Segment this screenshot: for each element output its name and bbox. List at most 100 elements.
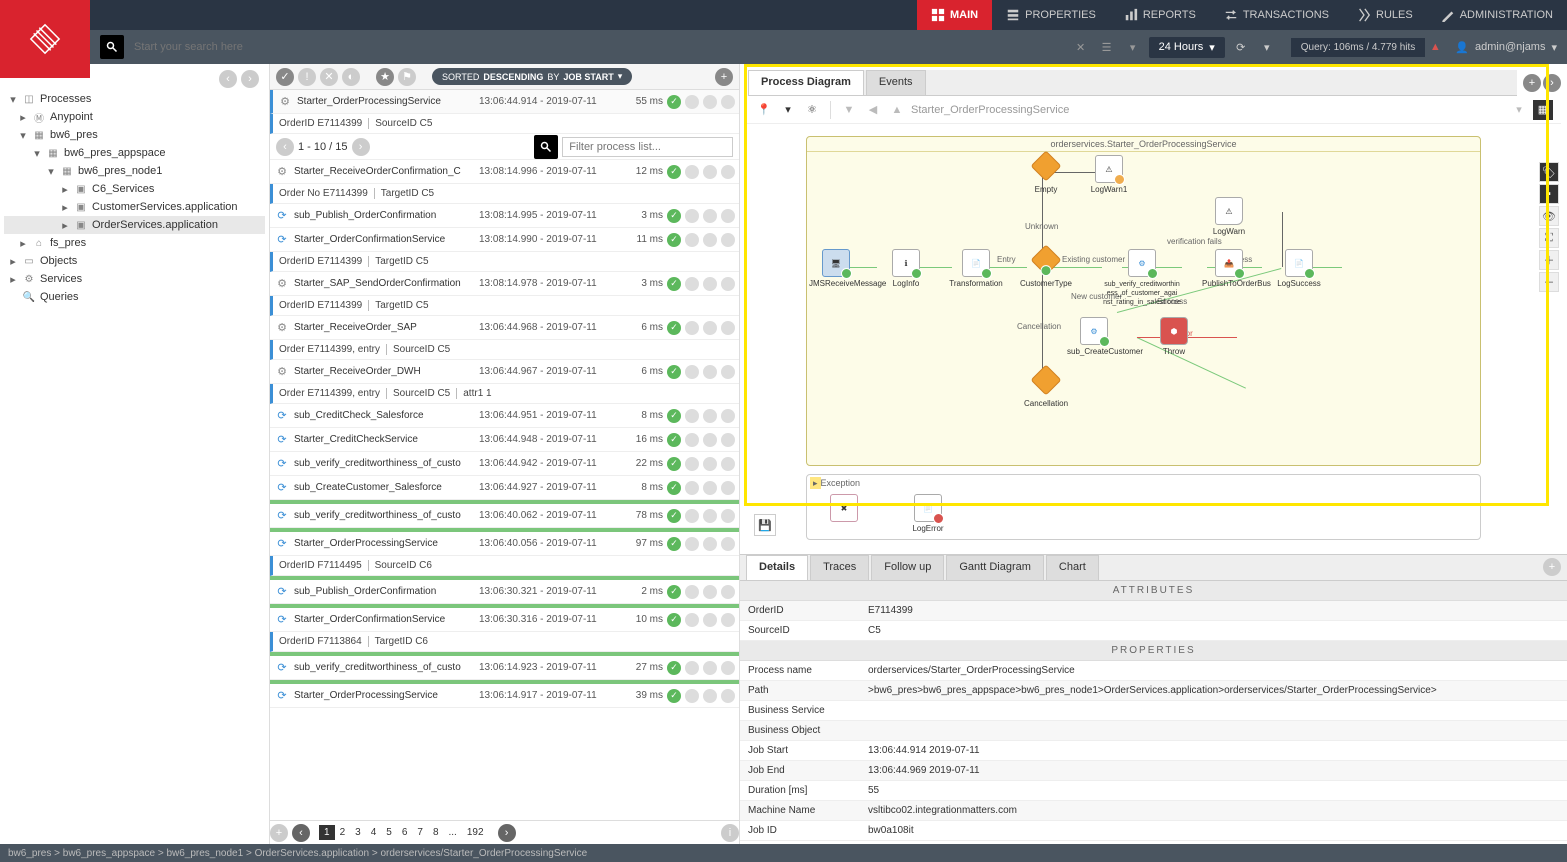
tab-details[interactable]: Details: [746, 555, 808, 580]
node-trans[interactable]: 📄Transformation: [949, 249, 1003, 288]
tag-icon[interactable]: 🏷: [1539, 162, 1559, 182]
share-icon[interactable]: ⚛: [802, 100, 822, 120]
page-num[interactable]: 2: [335, 825, 351, 840]
process-row[interactable]: ⟳sub_CreditCheck_Salesforce13:06:44.951 …: [270, 404, 739, 428]
node-cancel[interactable]: Cancellation: [1019, 369, 1073, 408]
page-first-icon[interactable]: +: [270, 824, 288, 842]
page-num[interactable]: 1: [319, 825, 335, 840]
page-next-icon[interactable]: ›: [352, 138, 370, 156]
info-icon[interactable]: ◐: [342, 68, 360, 86]
page-num[interactable]: 8: [428, 825, 444, 840]
nav-down-icon[interactable]: ▼: [839, 100, 859, 120]
search-icon[interactable]: [100, 35, 124, 59]
tab-chart[interactable]: Chart: [1046, 555, 1099, 580]
node-ctype[interactable]: CustomerType: [1019, 249, 1073, 288]
toggle-icon[interactable]: ▸: [60, 183, 70, 196]
refresh-icon[interactable]: ⟳: [1231, 37, 1251, 57]
err-icon[interactable]: ✕: [320, 68, 338, 86]
node-logerr[interactable]: 📄LogError: [901, 494, 955, 533]
toggle-icon[interactable]: ▸: [8, 255, 18, 268]
toggle-icon[interactable]: ▸: [60, 219, 70, 232]
refresh-menu-icon[interactable]: ▾: [1257, 37, 1277, 57]
page-prev-icon[interactable]: ‹: [276, 138, 294, 156]
calendar-icon[interactable]: ▦: [1533, 100, 1553, 120]
process-row[interactable]: ⟳sub_verify_creditworthiness_of_custo13:…: [270, 656, 739, 680]
binoculars-icon[interactable]: 👁: [1539, 206, 1559, 226]
process-row[interactable]: ⟳sub_verify_creditworthiness_of_custo13:…: [270, 452, 739, 476]
nav-left-icon[interactable]: ◀: [863, 100, 883, 120]
toggle-icon[interactable]: ▸: [8, 273, 18, 286]
page-num[interactable]: 4: [366, 825, 382, 840]
toggle-icon[interactable]: ▾: [18, 129, 28, 142]
node-sv[interactable]: ⚙sub_verify_creditworthin ess_of_custome…: [1102, 249, 1182, 306]
tree-queries[interactable]: 🔍Queries: [4, 288, 265, 306]
diagram-area[interactable]: 🏷 ▪ 👁 ⛶ ＋ － orderservices.Starter_OrderP…: [746, 130, 1561, 544]
toggle-icon[interactable]: ▾: [46, 165, 56, 178]
zoom-out-icon[interactable]: －: [1539, 272, 1559, 292]
nav-admin[interactable]: ADMINISTRATION: [1427, 0, 1567, 30]
toggle-icon[interactable]: ▾: [8, 93, 18, 106]
tab-gantt[interactable]: Gantt Diagram: [946, 555, 1044, 580]
list-icon[interactable]: ☰: [1097, 37, 1117, 57]
check-icon[interactable]: ✓: [276, 68, 294, 86]
nav-main[interactable]: MAIN: [917, 0, 992, 30]
process-row[interactable]: ⚙Starter_ReceiveOrder_SAP13:06:44.968 - …: [270, 316, 739, 340]
page-num[interactable]: 3: [350, 825, 366, 840]
process-row[interactable]: ⟳Starter_OrderConfirmationService13:06:3…: [270, 608, 739, 632]
page-num[interactable]: 5: [381, 825, 397, 840]
add-icon[interactable]: +: [1523, 74, 1541, 92]
toggle-icon[interactable]: ▸: [60, 201, 70, 214]
tree-fwd-icon[interactable]: ›: [241, 70, 259, 88]
process-row[interactable]: ⟳sub_verify_creditworthiness_of_custo13:…: [270, 504, 739, 528]
process-row[interactable]: ⟳Starter_CreditCheckService13:06:44.948 …: [270, 428, 739, 452]
tab-process-diagram[interactable]: Process Diagram: [748, 70, 864, 95]
clear-search-icon[interactable]: ✕: [1071, 37, 1091, 57]
tree-c6[interactable]: ▸▣C6_Services: [4, 180, 265, 198]
process-row[interactable]: ⚙Starter_OrderProcessingService13:06:44.…: [270, 90, 739, 114]
chevron-down-icon[interactable]: ▾: [1509, 100, 1529, 120]
alert-icon[interactable]: ▲: [1425, 37, 1445, 57]
nav-reports[interactable]: REPORTS: [1110, 0, 1210, 30]
filter-input[interactable]: [562, 137, 733, 157]
tab-followup[interactable]: Follow up: [871, 555, 944, 580]
toggle-icon[interactable]: ▾: [32, 147, 42, 160]
node-scc[interactable]: ⚙sub_CreateCustomer: [1067, 317, 1121, 356]
expand-icon[interactable]: ⛶: [1539, 228, 1559, 248]
process-row[interactable]: ⚙Starter_ReceiveOrder_DWH13:06:44.967 - …: [270, 360, 739, 384]
tree-processes[interactable]: ▾◫Processes: [4, 90, 265, 108]
tree-bw6[interactable]: ▾▦bw6_pres: [4, 126, 265, 144]
node-throw[interactable]: ⬢Throw: [1147, 317, 1201, 356]
process-row[interactable]: ⚙Starter_SAP_SendOrderConfirmation13:08:…: [270, 272, 739, 296]
page-num[interactable]: 192: [462, 825, 489, 840]
page-num[interactable]: 6: [397, 825, 413, 840]
pin-icon[interactable]: 📍: [754, 100, 774, 120]
toggle-icon[interactable]: ▸: [18, 111, 28, 124]
process-row[interactable]: ⟳Starter_OrderProcessingService13:06:40.…: [270, 532, 739, 556]
process-row[interactable]: ⟳sub_Publish_OrderConfirmation13:08:14.9…: [270, 204, 739, 228]
zoom-in-icon[interactable]: ＋: [1539, 250, 1559, 270]
tab-events[interactable]: Events: [866, 70, 926, 95]
process-row[interactable]: ⟳sub_Publish_OrderConfirmation13:06:30.3…: [270, 580, 739, 604]
nav-up-icon[interactable]: ▲: [887, 100, 907, 120]
warn-icon[interactable]: !: [298, 68, 316, 86]
tree-appspace[interactable]: ▾▦bw6_pres_appspace: [4, 144, 265, 162]
process-row[interactable]: ⟳sub_CreateCustomer_Salesforce13:06:44.9…: [270, 476, 739, 500]
filter-icon[interactable]: ⚑: [398, 68, 416, 86]
node-empty[interactable]: Empty: [1019, 155, 1073, 194]
node-logw[interactable]: ⚠LogWarn: [1202, 197, 1256, 236]
node-pub[interactable]: 📤PublishToOrderBus: [1202, 249, 1256, 288]
process-row[interactable]: ⟳Starter_OrderProcessingService13:06:14.…: [270, 684, 739, 708]
app-logo[interactable]: [0, 0, 90, 78]
chevron-down-icon[interactable]: ▾: [778, 100, 798, 120]
search-input[interactable]: [124, 41, 1071, 53]
fwd-icon[interactable]: ›: [1543, 74, 1561, 92]
filter-icon[interactable]: [534, 135, 558, 159]
down-icon[interactable]: ▾: [1123, 37, 1143, 57]
save-icon[interactable]: 💾: [754, 514, 776, 536]
tree-back-icon[interactable]: ‹: [219, 70, 237, 88]
nav-rules[interactable]: RULES: [1343, 0, 1427, 30]
page-prev-icon[interactable]: ‹: [292, 824, 310, 842]
tree-services[interactable]: ▸⚙Services: [4, 270, 265, 288]
star-icon[interactable]: ★: [376, 68, 394, 86]
node-logs[interactable]: 📄LogSuccess: [1272, 249, 1326, 288]
